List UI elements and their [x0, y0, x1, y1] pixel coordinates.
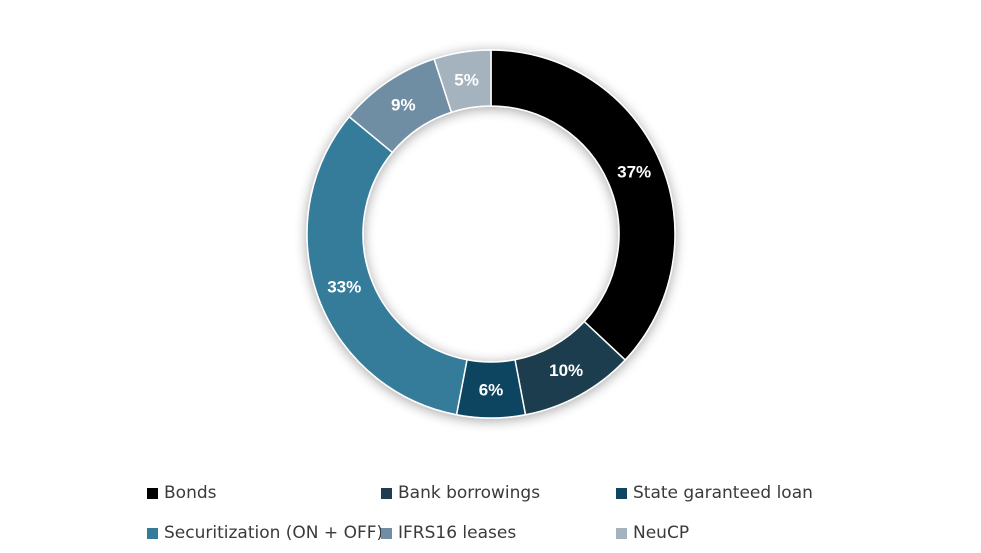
legend-swatch: [616, 527, 627, 539]
legend-label: IFRS16 leases: [398, 523, 517, 543]
slice-label-state-garanteed-loan: 6%: [479, 381, 504, 400]
slice-label-ifrs16-leases: 9%: [391, 95, 416, 114]
legend-item-bank-borrowings: Bank borrowings: [381, 483, 540, 503]
legend-swatch: [381, 487, 392, 499]
legend-label: Securitization (ON + OFF): [164, 523, 384, 543]
legend-label: Bank borrowings: [398, 483, 541, 503]
legend-item-securitization-on-off: Securitization (ON + OFF): [147, 523, 383, 543]
legend-item-state-garanteed-loan: State garanteed loan: [616, 483, 813, 503]
legend-label: NeuCP: [633, 523, 690, 543]
legend-label: State garanteed loan: [633, 483, 813, 503]
slice-bonds: [490, 49, 676, 362]
slice-label-neucp: 5%: [454, 70, 479, 89]
legend-label: Bonds: [164, 483, 217, 503]
slice-label-securitization-on-off: 33%: [327, 277, 361, 296]
legend-item-neucp: NeuCP: [616, 523, 689, 543]
legend: Bonds Bank borrowings State garanteed loan…: [140, 475, 840, 553]
legend-swatch: [147, 527, 158, 539]
slice-label-bonds: 37%: [617, 163, 651, 182]
legend-item-bonds: Bonds: [147, 483, 217, 503]
legend-swatch: [616, 487, 627, 499]
legend-swatch: [147, 487, 158, 499]
legend-swatch: [381, 527, 392, 539]
donut-chart: 37% 10% 6% 33% 9% 5%: [306, 49, 676, 419]
slice-neucp: [433, 49, 492, 114]
slice-securitization-on-off: [306, 115, 468, 416]
slice-label-bank-borrowings: 10%: [549, 361, 583, 380]
legend-item-ifrs16-leases: IFRS16 leases: [381, 523, 516, 543]
